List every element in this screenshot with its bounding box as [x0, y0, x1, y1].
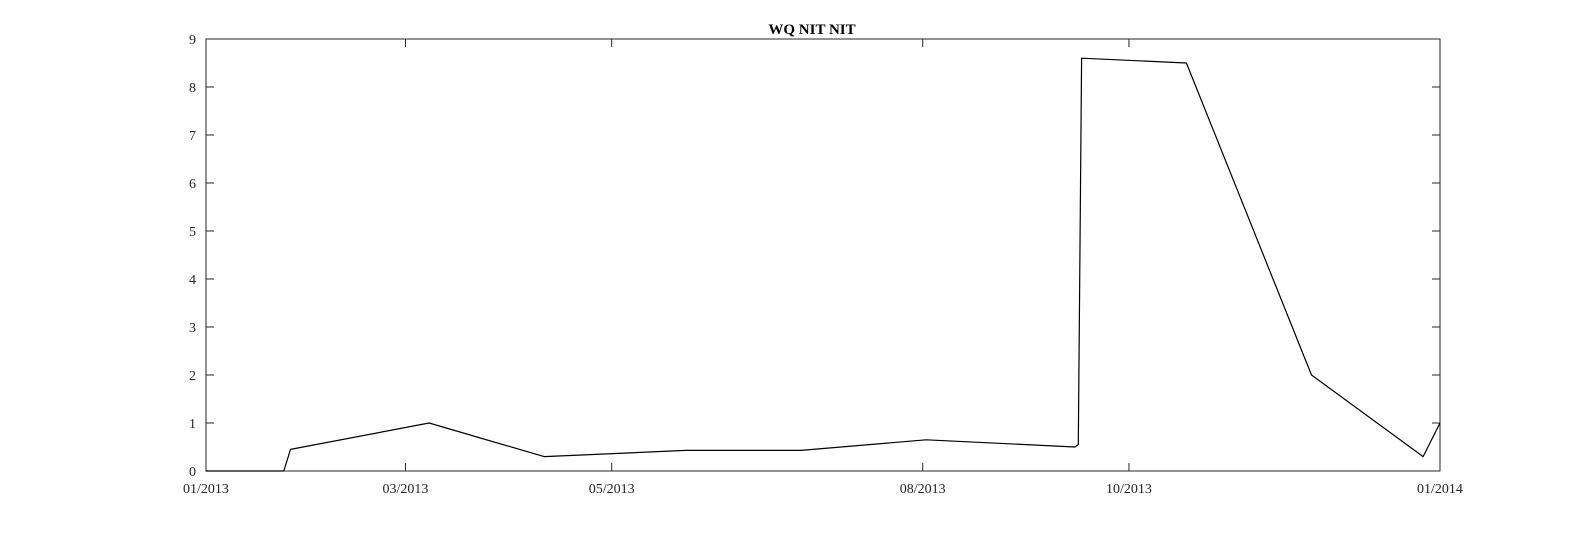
x-tick-label: 01/2014 — [1417, 482, 1463, 497]
y-tick-label: 2 — [189, 369, 196, 384]
x-tick-label: 10/2013 — [1106, 482, 1152, 497]
y-tick-label: 9 — [189, 33, 196, 48]
x-tick-label: 03/2013 — [383, 482, 429, 497]
y-tick-label: 4 — [189, 273, 196, 288]
y-tick-label: 8 — [189, 81, 196, 96]
y-tick-label: 3 — [189, 321, 196, 336]
x-tick-label: 05/2013 — [589, 482, 635, 497]
y-axis: 0 1 2 3 4 5 6 7 8 9 — [189, 33, 1440, 480]
series-layer — [206, 57, 1441, 472]
y-tick-label: 6 — [189, 177, 196, 192]
x-tick-label: 08/2013 — [900, 482, 946, 497]
x-axis: 01/2013 03/2013 05/2013 08/2013 10/2013 01/20… — [183, 39, 1463, 497]
y-tick-label: 7 — [189, 129, 196, 144]
y-tick-label: 5 — [189, 225, 196, 240]
chart-title: WQ NIT NIT — [768, 22, 855, 38]
y-tick-label: 0 — [189, 465, 196, 480]
y-tick-label: 1 — [189, 417, 196, 432]
x-tick-label: 01/2013 — [183, 482, 229, 497]
plot-frame — [205, 38, 1441, 472]
series-line — [206, 57, 1441, 472]
